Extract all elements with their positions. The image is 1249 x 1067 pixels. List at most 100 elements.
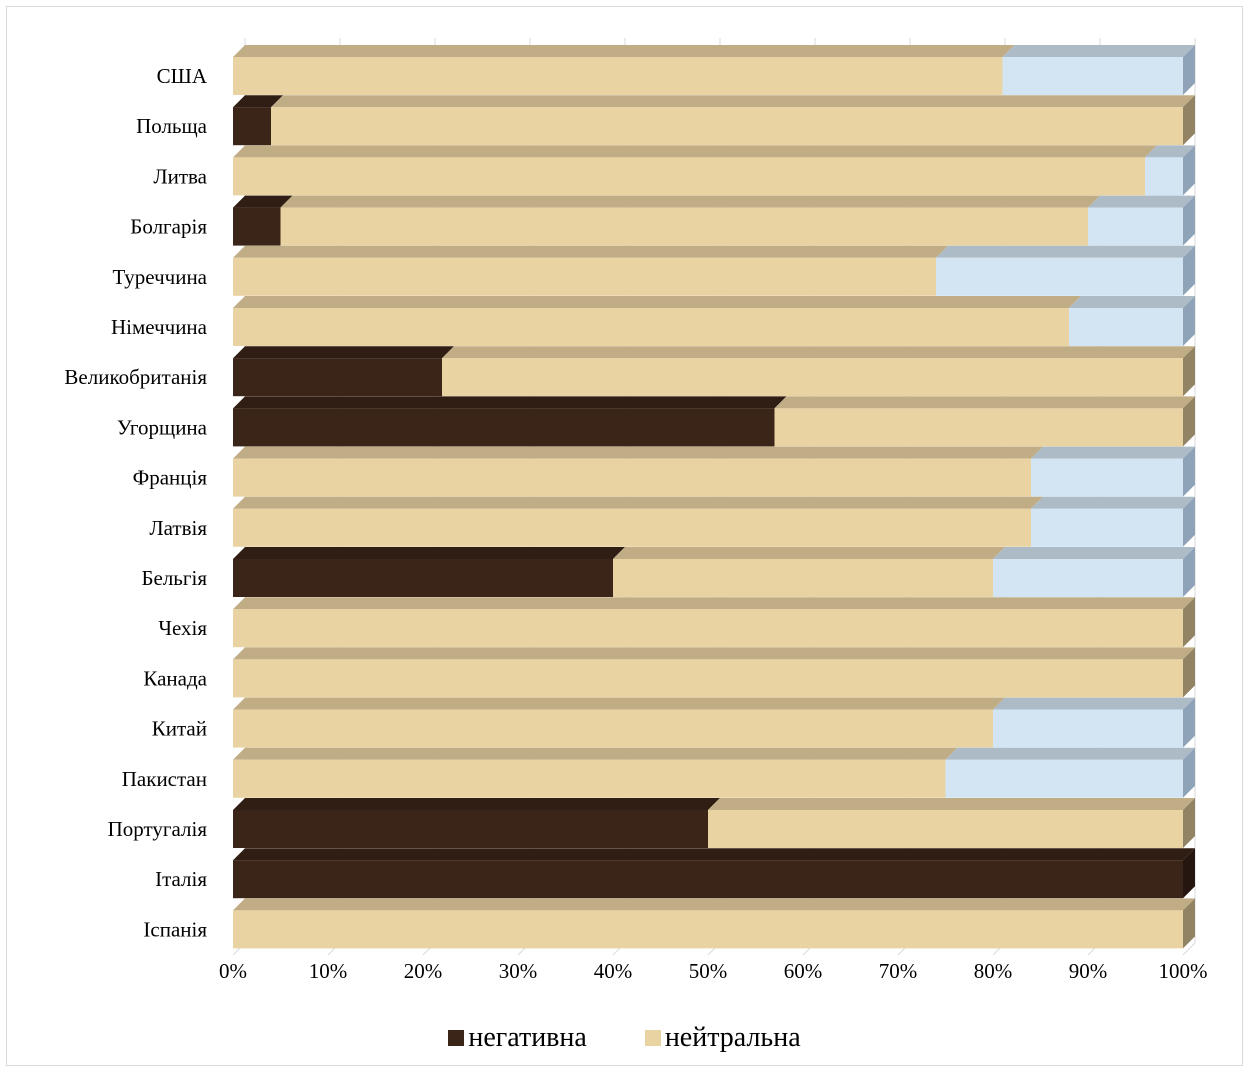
bar-other-top bbox=[1145, 145, 1195, 158]
x-tick-label: 70% bbox=[879, 959, 918, 983]
bar-other bbox=[1031, 508, 1183, 547]
bar-neutral-top bbox=[233, 747, 958, 760]
bar-neutral bbox=[280, 207, 1088, 246]
bar-neutral bbox=[233, 308, 1069, 346]
legend-item-neutral: нейтральна bbox=[644, 1022, 801, 1054]
bar-neutral bbox=[613, 559, 993, 597]
x-tick-label: 100% bbox=[1159, 959, 1208, 983]
bar-neutral-top bbox=[233, 45, 1015, 57]
gridline-floor bbox=[1182, 942, 1196, 956]
bar-other-side bbox=[1183, 496, 1195, 547]
bar-neutral bbox=[271, 107, 1183, 146]
x-tick-label: 20% bbox=[404, 959, 443, 983]
bar-neutral-top bbox=[233, 296, 1081, 308]
bar-other-top bbox=[1031, 446, 1195, 459]
bar-negative bbox=[233, 559, 613, 597]
bar-other-top bbox=[1002, 45, 1195, 57]
bar-other bbox=[1145, 157, 1183, 196]
bar-neutral-top bbox=[233, 647, 1195, 660]
category-label: Італія bbox=[155, 867, 207, 891]
bar-other-top bbox=[993, 547, 1195, 559]
bar-negative bbox=[233, 408, 775, 447]
x-tick-label: 60% bbox=[784, 959, 823, 983]
bar-negative bbox=[233, 107, 271, 146]
bar-neutral-top bbox=[708, 798, 1195, 810]
bar-other-side bbox=[1183, 446, 1195, 497]
bar-negative-top bbox=[233, 95, 283, 108]
bar-other-top bbox=[945, 747, 1195, 760]
bar-neutral-side bbox=[1183, 898, 1195, 949]
bar-other bbox=[936, 257, 1183, 296]
category-label: Польща bbox=[136, 114, 208, 138]
bar-negative bbox=[233, 810, 708, 848]
bar-neutral-top bbox=[233, 446, 1043, 459]
bar-negative bbox=[233, 860, 1183, 899]
bar-other-top bbox=[936, 245, 1195, 258]
bar-other bbox=[1088, 207, 1183, 246]
bar-other-side bbox=[1183, 547, 1195, 597]
bar-neutral-top bbox=[774, 396, 1195, 409]
bar-negative-top bbox=[233, 195, 293, 208]
bar-other-side bbox=[1183, 195, 1195, 246]
bar-neutral-side bbox=[1183, 396, 1195, 447]
category-label: Канада bbox=[143, 666, 207, 690]
bar-negative-top bbox=[233, 396, 787, 409]
bar-neutral bbox=[233, 709, 993, 748]
bar-other-top bbox=[1069, 296, 1195, 308]
x-tick-label: 50% bbox=[689, 959, 728, 983]
legend-label-neutral: нейтральна bbox=[664, 1022, 801, 1053]
bar-negative bbox=[233, 358, 442, 397]
bar-negative-top bbox=[233, 547, 625, 559]
bar-neutral bbox=[233, 759, 946, 798]
category-label: Литва bbox=[153, 164, 207, 188]
bar-neutral-top bbox=[613, 547, 1005, 559]
bar-other bbox=[1031, 458, 1183, 497]
bar-other-side bbox=[1183, 245, 1195, 296]
bar-other-top bbox=[1088, 195, 1195, 208]
category-label: Іспанія bbox=[143, 917, 207, 941]
x-tick-label: 30% bbox=[499, 959, 538, 983]
bar-neutral-top bbox=[233, 496, 1043, 509]
bar-other-top bbox=[1031, 496, 1195, 509]
bar-neutral bbox=[233, 57, 1003, 95]
bar-neutral bbox=[233, 257, 936, 296]
bar-neutral-top bbox=[233, 597, 1195, 610]
category-label: Чехія bbox=[158, 616, 207, 640]
bar-negative-side bbox=[1183, 848, 1195, 899]
bar-neutral bbox=[233, 910, 1183, 949]
category-label: Португалія bbox=[108, 817, 208, 841]
bar-neutral bbox=[774, 408, 1183, 447]
bar-neutral bbox=[442, 358, 1183, 397]
bar-other-side bbox=[1183, 45, 1195, 95]
bar-neutral-side bbox=[1183, 597, 1195, 648]
x-tick-label: 0% bbox=[219, 959, 247, 983]
legend-swatch-negative bbox=[448, 1030, 465, 1046]
bar-neutral-top bbox=[233, 697, 1005, 710]
category-label: Латвія bbox=[149, 516, 207, 540]
chart-legend: негативна нейтральна bbox=[0, 1020, 1249, 1056]
bar-neutral bbox=[233, 508, 1031, 547]
bar-neutral-top bbox=[233, 145, 1157, 158]
bar-negative-top bbox=[233, 346, 454, 359]
bar-other bbox=[1069, 308, 1183, 346]
bar-neutral-side bbox=[1183, 798, 1195, 848]
bar-negative-top bbox=[233, 798, 720, 810]
x-tick-label: 80% bbox=[974, 959, 1013, 983]
bar-other-side bbox=[1183, 296, 1195, 346]
category-label: США bbox=[157, 64, 208, 88]
bar-neutral-top bbox=[233, 898, 1195, 911]
bar-other bbox=[993, 709, 1183, 748]
bar-neutral-top bbox=[280, 195, 1100, 208]
bar-neutral-side bbox=[1183, 346, 1195, 397]
bar-neutral-top bbox=[233, 245, 948, 258]
bar-other bbox=[1002, 57, 1183, 95]
category-label: Бельгія bbox=[141, 566, 207, 590]
category-label: Пакистан bbox=[122, 767, 207, 791]
bar-neutral-side bbox=[1183, 95, 1195, 146]
bar-negative-top bbox=[233, 848, 1195, 861]
bar-negative bbox=[233, 207, 281, 246]
category-label: Угорщина bbox=[117, 415, 208, 439]
legend-swatch-neutral bbox=[644, 1030, 661, 1046]
bar-neutral bbox=[233, 458, 1031, 497]
